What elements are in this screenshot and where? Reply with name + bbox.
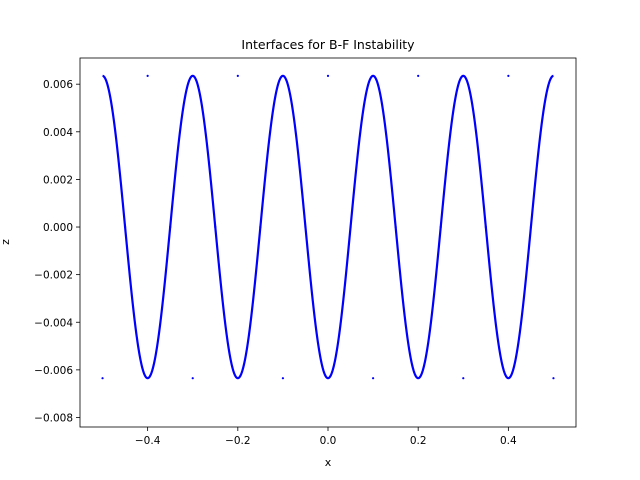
- series-point: [439, 225, 442, 229]
- y-tick-label: 0.002: [43, 174, 73, 186]
- x-tick-label: −0.2: [225, 435, 251, 447]
- series-point: [417, 74, 420, 77]
- y-tick-label: 0.004: [43, 127, 73, 139]
- series-point: [462, 377, 465, 380]
- y-axis-label: z: [0, 239, 12, 245]
- x-axis: −0.4 −0.2 0.0 0.2 0.4: [135, 427, 517, 447]
- series-point: [552, 377, 555, 380]
- series-point: [101, 377, 104, 380]
- plot-series: [101, 74, 555, 380]
- series-point: [214, 225, 217, 229]
- x-axis-label: x: [325, 456, 332, 469]
- y-tick-label: −0.002: [34, 270, 73, 282]
- series-point: [304, 225, 307, 229]
- series-point: [394, 225, 397, 229]
- chart-title: Interfaces for B-F Instability: [241, 37, 415, 52]
- series-point: [326, 74, 330, 77]
- y-axis: −0.008 −0.006 −0.004 −0.002 0.000 0.002 0.004 0…: [34, 79, 80, 424]
- series-point: [349, 225, 352, 229]
- y-tick-label: −0.004: [34, 317, 73, 329]
- x-tick-label: 0.0: [320, 435, 337, 447]
- series-point: [529, 225, 533, 229]
- series-point: [146, 74, 149, 77]
- y-tick-label: 0.000: [43, 222, 73, 234]
- series-point: [484, 225, 487, 229]
- series-point: [507, 74, 510, 77]
- series-point: [169, 225, 172, 229]
- series-point: [281, 377, 285, 380]
- y-tick-label: −0.006: [34, 365, 73, 377]
- x-tick-label: −0.4: [135, 435, 161, 447]
- x-tick-label: 0.4: [500, 435, 517, 447]
- plot-area-frame: [79, 57, 577, 428]
- y-tick-label: 0.006: [43, 79, 73, 91]
- series-line-0: [102, 74, 554, 380]
- series-point: [259, 225, 262, 229]
- x-tick-label: 0.2: [410, 435, 427, 447]
- series-point: [371, 377, 375, 380]
- series-point: [236, 74, 239, 77]
- series-point: [191, 377, 194, 380]
- series-point: [123, 225, 127, 229]
- y-tick-label: −0.008: [34, 412, 73, 424]
